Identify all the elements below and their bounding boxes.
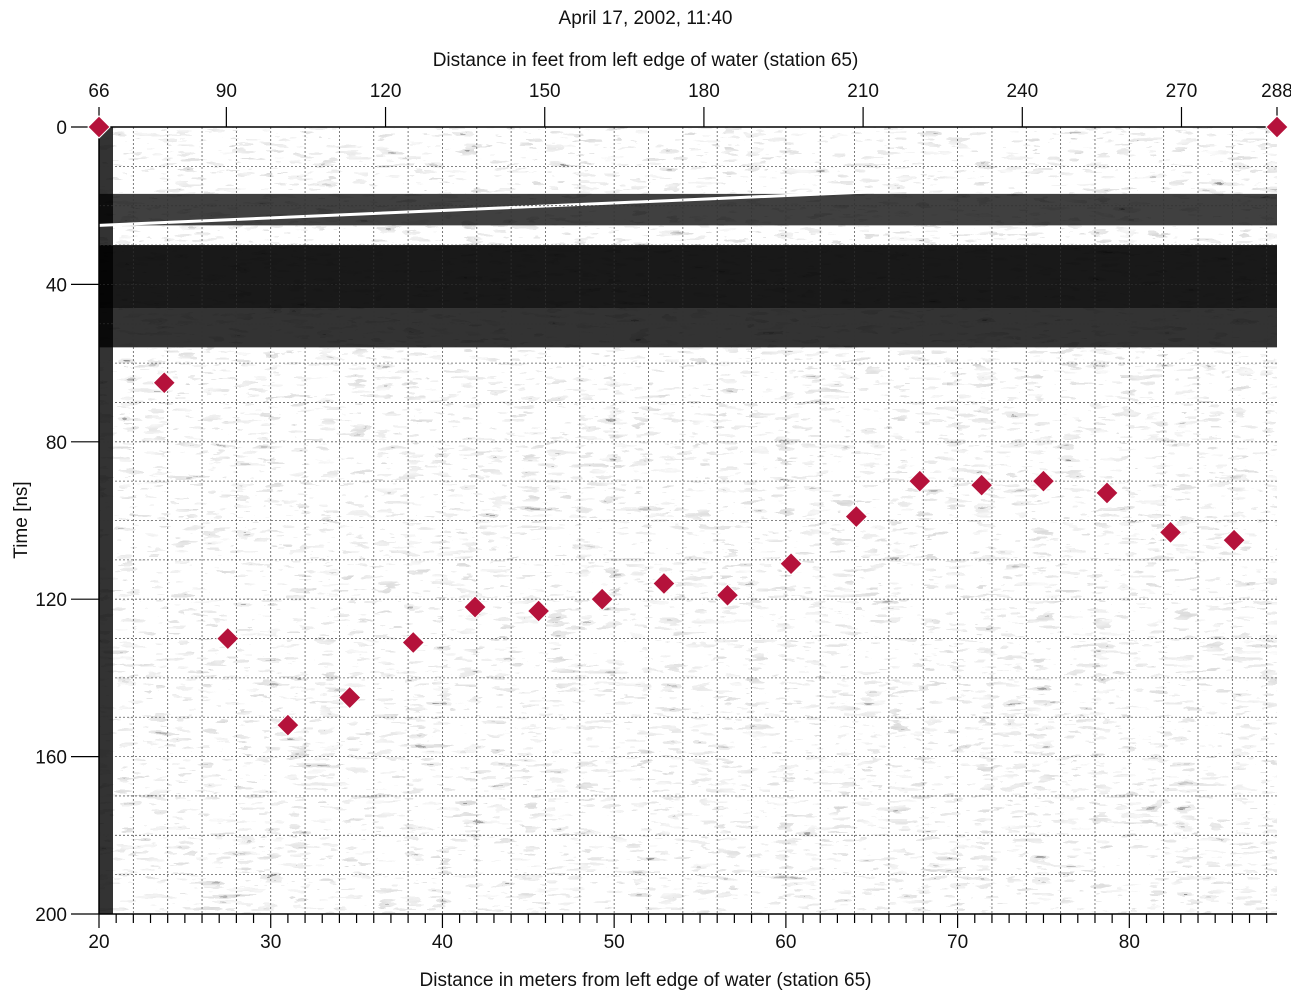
- y-tick-label: 40: [46, 275, 67, 296]
- y-tick-label: 0: [56, 118, 67, 139]
- data-point-marker: [152, 371, 176, 395]
- data-point-marker: [463, 595, 487, 619]
- reflection-band: [99, 245, 1277, 309]
- data-point-marker: [908, 469, 932, 493]
- data-point-marker: [590, 587, 614, 611]
- x2-tick-label: 240: [1006, 81, 1038, 102]
- x-tick-label: 80: [1119, 932, 1140, 953]
- data-point-marker: [526, 599, 551, 623]
- data-point-marker: [844, 504, 868, 529]
- data-point-marker: [1265, 115, 1289, 139]
- data-point-marker: [1158, 520, 1183, 545]
- data-point-marker: [715, 583, 740, 607]
- x2-tick-label: 210: [847, 81, 879, 102]
- data-point-marker: [338, 685, 362, 710]
- top-axis-label: Distance in feet from left edge of water…: [432, 50, 859, 71]
- x-tick-label: 50: [604, 932, 625, 953]
- x2-tick-label: 66: [88, 81, 109, 102]
- reflection-band: [99, 308, 1277, 348]
- x-tick-label: 20: [88, 932, 109, 953]
- x-tick-label: 60: [775, 932, 796, 953]
- data-point-marker: [969, 473, 994, 497]
- data-point-marker: [401, 630, 425, 655]
- surface-line: [98, 172, 1278, 227]
- y-tick-label: 120: [35, 590, 67, 611]
- gridlines: [99, 127, 1277, 914]
- y-tick-label: 160: [35, 748, 67, 769]
- chart-title: April 17, 2002, 11:40: [558, 8, 733, 29]
- x2-tick-label: 120: [370, 81, 402, 102]
- y-tick-label: 80: [46, 433, 67, 454]
- data-point-marker: [1095, 481, 1119, 505]
- x2-tick-label: 150: [529, 81, 561, 102]
- data-point-marker: [276, 713, 300, 737]
- edge-shadow: [99, 127, 113, 914]
- x2-tick-label: 288: [1261, 81, 1291, 102]
- x-tick-label: 40: [432, 932, 453, 953]
- x2-tick-label: 180: [688, 81, 720, 102]
- x-axis-label: Distance in meters from left edge of wat…: [419, 970, 872, 991]
- x2-tick-label: 270: [1166, 81, 1198, 102]
- data-point-marker: [1222, 528, 1246, 552]
- x2-tick-label: 90: [216, 81, 237, 102]
- y-tick-label: 200: [35, 905, 67, 926]
- data-point-marker: [216, 626, 240, 651]
- data-point-marker: [779, 552, 803, 576]
- x-tick-label: 30: [260, 932, 281, 953]
- x-tick-label: 70: [947, 932, 968, 953]
- data-markers: [87, 115, 1289, 737]
- data-point-marker: [1031, 469, 1056, 493]
- data-point-marker: [652, 571, 676, 596]
- axes: 20 30 40 50 60 70 80 66 90 120 150 180 210 240 270 288 0…: [35, 81, 1291, 953]
- data-point-marker: [87, 115, 111, 139]
